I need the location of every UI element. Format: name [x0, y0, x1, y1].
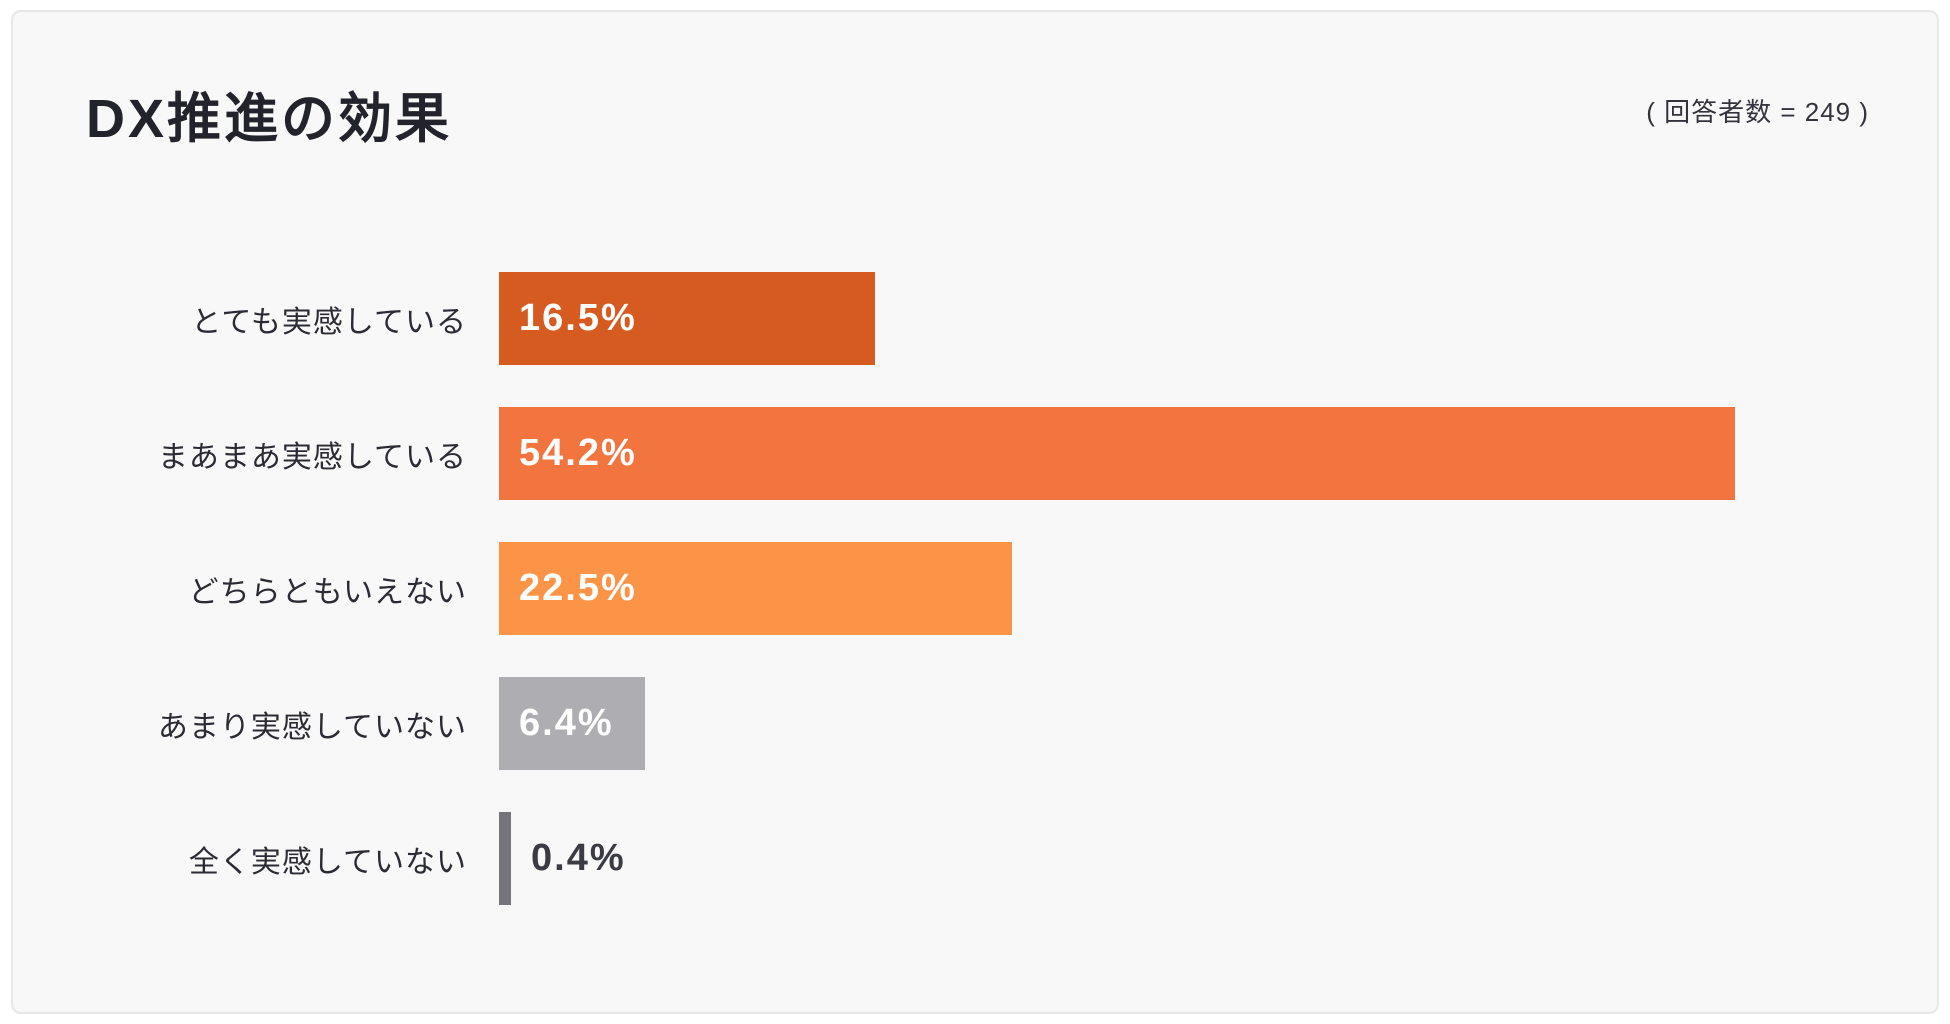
- bar-track: 0.4%: [499, 812, 1937, 905]
- bar: 16.5%: [499, 272, 875, 365]
- bar-chart: とても実感している 16.5% まあまあ実感している 54.2% どちらともいえない 22…: [13, 272, 1937, 905]
- bar: 22.5%: [499, 542, 1012, 635]
- bar-row: どちらともいえない 22.5%: [13, 542, 1937, 635]
- category-label: まあまあ実感している: [157, 440, 467, 474]
- bar-row: まあまあ実感している 54.2%: [13, 407, 1937, 500]
- value-label: 16.5%: [519, 297, 637, 339]
- category-label: 全く実感していない: [188, 845, 467, 879]
- page-title: DX推進の効果: [86, 89, 453, 149]
- category-label: あまり実感していない: [157, 710, 467, 744]
- bar: 6.4%: [499, 677, 645, 770]
- value-label: 54.2%: [519, 432, 637, 474]
- bar: 54.2%: [499, 407, 1735, 500]
- category-label: どちらともいえない: [188, 575, 467, 609]
- value-label: 0.4%: [531, 837, 626, 879]
- category-label: とても実感している: [191, 305, 467, 339]
- bar-track: 16.5%: [499, 272, 1937, 365]
- value-label: 22.5%: [519, 567, 637, 609]
- chart-card: DX推進の効果 ( 回答者数 = 249 ) とても実感している 16.5% まあま…: [11, 10, 1939, 1014]
- bar-row: あまり実感していない 6.4%: [13, 677, 1937, 770]
- bar-row: とても実感している 16.5%: [13, 272, 1937, 365]
- bar-track: 54.2%: [499, 407, 1937, 500]
- bar-row: 全く実感していない 0.4%: [13, 812, 1937, 905]
- bar-track: 22.5%: [499, 542, 1937, 635]
- value-label: 6.4%: [519, 702, 614, 744]
- bar-track: 6.4%: [499, 677, 1937, 770]
- bar: [499, 812, 511, 905]
- respondents-note: ( 回答者数 = 249 ): [1646, 97, 1869, 127]
